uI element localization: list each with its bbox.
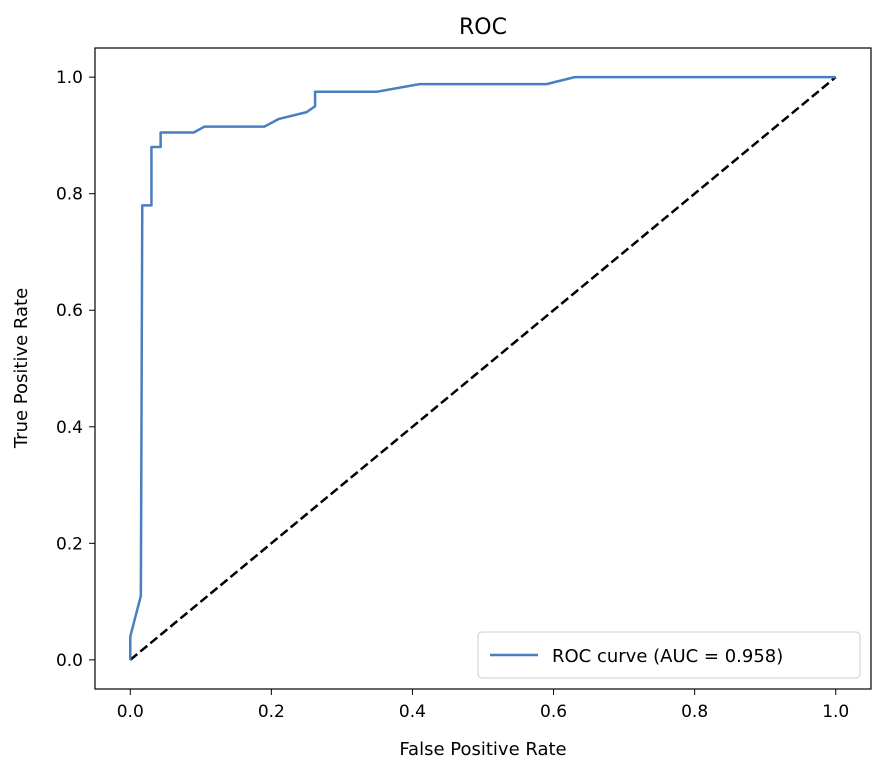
y-tick-label: 0.6	[56, 301, 83, 321]
y-tick-label: 0.8	[56, 185, 83, 205]
y-tick-label: 0.4	[56, 418, 83, 438]
axes-frame	[94, 47, 872, 690]
legend-box	[477, 631, 861, 679]
x-tick-label: 0.6	[540, 702, 567, 722]
legend: ROC curve (AUC = 0.958)	[477, 631, 861, 679]
axis-ticks: 0.0 0.2 0.4 0.6 0.8 1.0 0.0 0.2 0.4 0.6 0.8 1.0	[56, 68, 849, 722]
random-baseline-line	[129, 76, 837, 661]
chart-title: ROC	[459, 15, 507, 40]
roc-curve-line	[129, 75, 836, 660]
x-tick-label: 0.8	[681, 702, 708, 722]
x-tick-label: 1.0	[822, 702, 849, 722]
x-axis-label: False Positive Rate	[399, 739, 566, 760]
y-axis-label: True Positive Rate	[11, 288, 32, 449]
y-tick-label: 1.0	[56, 68, 83, 88]
legend-label: ROC curve (AUC = 0.958)	[552, 646, 783, 667]
x-tick-label: 0.0	[117, 702, 144, 722]
plot-area	[129, 75, 837, 661]
y-tick-label: 0.2	[56, 534, 83, 554]
x-tick-label: 0.2	[258, 702, 285, 722]
y-tick-label: 0.0	[56, 651, 83, 671]
x-tick-label: 0.4	[399, 702, 426, 722]
